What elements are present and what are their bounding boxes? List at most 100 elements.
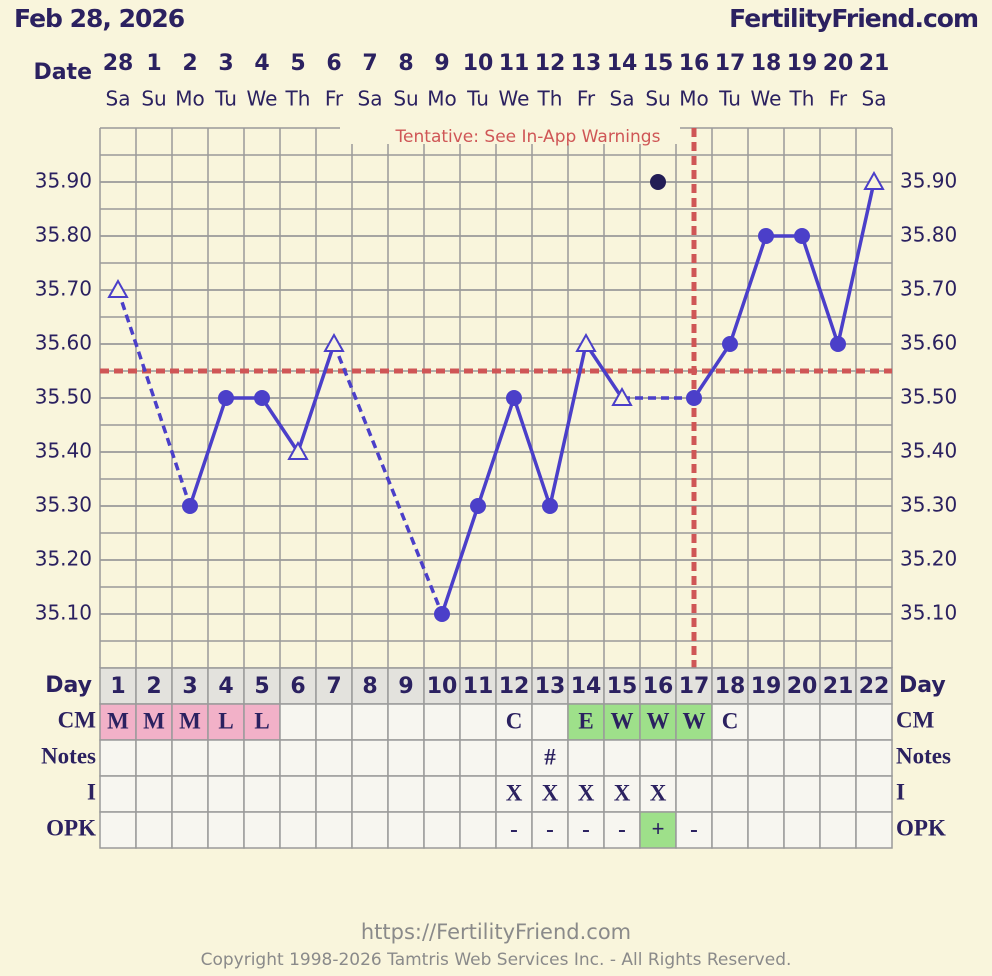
weekday-label: Mo xyxy=(679,87,709,111)
table-cell xyxy=(207,811,245,849)
y-tick-label: 35.20 xyxy=(900,547,957,571)
y-tick-label: 35.10 xyxy=(900,601,957,625)
table-cell xyxy=(531,811,569,849)
day-cell xyxy=(243,667,281,705)
date-label: 13 xyxy=(571,51,602,76)
temp-segment xyxy=(692,343,732,399)
cell-value: X xyxy=(578,780,595,805)
row-label: CM xyxy=(58,707,97,732)
date-label: 4 xyxy=(254,51,269,76)
table-cell xyxy=(423,775,461,813)
table-cell xyxy=(171,811,209,849)
temp-segment xyxy=(548,343,588,507)
row-label: Day xyxy=(45,673,92,698)
weekday-label: Sa xyxy=(106,87,131,111)
cell-value: - xyxy=(618,816,626,841)
table-cell xyxy=(423,739,461,777)
temp-segment xyxy=(728,235,768,345)
row-label: I xyxy=(896,779,905,804)
weekday-label: Mo xyxy=(175,87,205,111)
temp-marker xyxy=(722,336,738,352)
cell-value: W xyxy=(611,708,634,733)
day-cell xyxy=(711,667,749,705)
table-cell xyxy=(495,811,533,849)
day-cell xyxy=(819,667,857,705)
table-cell xyxy=(135,775,173,813)
date-label: 12 xyxy=(535,51,566,76)
weekday-label: Tu xyxy=(718,87,741,111)
date-label: 21 xyxy=(859,51,890,76)
table-cell xyxy=(639,775,677,813)
table-cell xyxy=(207,775,245,813)
day-number: 1 xyxy=(110,674,125,699)
annotation-background xyxy=(340,126,680,144)
day-cell xyxy=(387,667,425,705)
weekday-label: Th xyxy=(285,87,311,111)
y-tick-label: 35.40 xyxy=(900,439,957,463)
date-label: 15 xyxy=(643,51,674,76)
cell-value: E xyxy=(578,708,593,733)
day-number: 19 xyxy=(751,674,782,699)
y-tick-label: 35.90 xyxy=(900,169,957,193)
table-cell xyxy=(315,739,353,777)
day-number: 18 xyxy=(715,674,746,699)
cell-value: C xyxy=(722,708,739,733)
cell-value: C xyxy=(506,708,523,733)
weekday-label: Th xyxy=(537,87,563,111)
chart-date: Feb 28, 2026 xyxy=(14,4,185,33)
weekday-label: Sa xyxy=(862,87,887,111)
table-cell xyxy=(351,739,389,777)
y-tick-label: 35.80 xyxy=(35,223,92,247)
row-label: OPK xyxy=(46,815,96,840)
day-number: 2 xyxy=(146,674,161,699)
y-tick-label: 35.70 xyxy=(35,277,92,301)
table-cell xyxy=(279,739,317,777)
table-cell xyxy=(135,739,173,777)
day-number: 10 xyxy=(427,674,458,699)
temp-marker xyxy=(830,336,846,352)
table-cell xyxy=(783,703,821,741)
table-cell xyxy=(855,703,893,741)
table-cell xyxy=(531,775,569,813)
table-cell xyxy=(207,739,245,777)
cell-value: L xyxy=(218,708,233,733)
table-cell xyxy=(783,775,821,813)
weekday-label: Fr xyxy=(325,87,344,111)
date-label: 17 xyxy=(715,51,746,76)
date-label: 16 xyxy=(679,51,710,76)
footer-copyright: Copyright 1998-2026 Tamtris Web Services… xyxy=(201,950,792,970)
table-cell xyxy=(315,811,353,849)
weekday-label: Sa xyxy=(358,87,383,111)
day-number: 12 xyxy=(499,674,530,699)
weekday-label: Tu xyxy=(466,87,489,111)
y-tick-label: 35.50 xyxy=(900,385,957,409)
row-label: Day xyxy=(899,673,946,698)
table-cell xyxy=(747,703,785,741)
weekday-label: Fr xyxy=(577,87,596,111)
temp-marker-open xyxy=(287,440,309,460)
y-tick-label: 35.30 xyxy=(35,493,92,517)
weekday-label: Th xyxy=(789,87,815,111)
temp-marker-open xyxy=(107,278,129,298)
date-label: 3 xyxy=(218,51,233,76)
table-cell xyxy=(711,811,749,849)
day-cell xyxy=(747,667,785,705)
weekday-label: Su xyxy=(393,87,418,111)
day-cell xyxy=(639,667,677,705)
temp-segment xyxy=(476,397,516,507)
cell-value: X xyxy=(542,780,559,805)
table-cell xyxy=(711,775,749,813)
temp-marker xyxy=(758,228,774,244)
table-cell xyxy=(567,703,605,741)
table-cell xyxy=(351,775,389,813)
row-label: Notes xyxy=(41,743,96,768)
temp-segment xyxy=(836,181,876,345)
day-cell xyxy=(567,667,605,705)
date-label: 6 xyxy=(326,51,341,76)
table-cell xyxy=(819,775,857,813)
table-cell xyxy=(675,775,713,813)
temp-marker-open xyxy=(611,386,633,406)
day-number: 22 xyxy=(859,674,890,699)
table-cell xyxy=(387,775,425,813)
